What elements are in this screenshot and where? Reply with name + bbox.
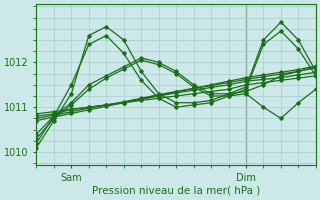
X-axis label: Pression niveau de la mer( hPa ): Pression niveau de la mer( hPa ) bbox=[92, 186, 260, 196]
